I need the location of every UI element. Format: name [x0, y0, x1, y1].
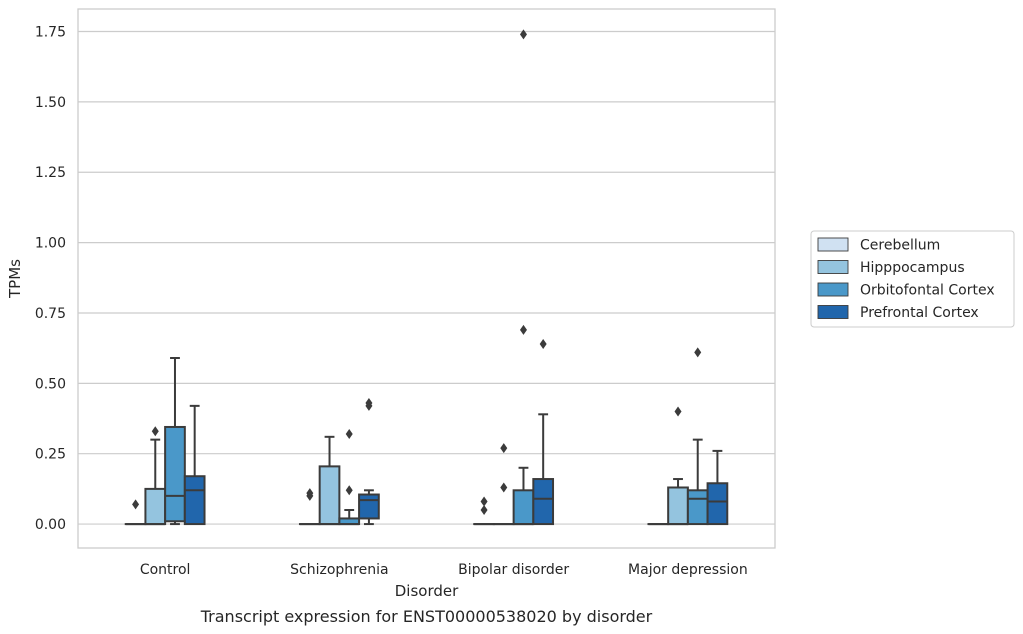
legend-swatch [817, 260, 849, 274]
outlier-point [151, 426, 159, 437]
plot-layer [124, 29, 729, 526]
outlier-point [539, 338, 547, 349]
y-tick-labels: 0.00 0.25 0.50 0.75 1.00 1.25 1.50 1.75 [35, 25, 66, 534]
outlier-point [500, 443, 508, 454]
box-group [686, 347, 709, 526]
outlier-point [480, 505, 488, 516]
box-group [124, 499, 147, 526]
box-group [492, 443, 515, 526]
box [667, 486, 689, 526]
outlier-point [345, 485, 353, 496]
x-tick-label: Major depression [628, 562, 748, 578]
x-axis-label: Disorder [395, 582, 459, 600]
box-group [512, 29, 535, 526]
y-tick-label: 0.00 [35, 517, 66, 533]
y-tick-label: 0.75 [35, 306, 66, 322]
outlier-point [500, 482, 508, 493]
y-tick-label: 1.25 [35, 165, 66, 181]
box-group [144, 426, 167, 526]
legend-label: Prefrontal Cortex [860, 305, 979, 321]
box [706, 482, 729, 526]
y-tick-label: 1.75 [35, 25, 66, 41]
legend-swatch [817, 282, 849, 297]
outlier-point [519, 324, 527, 335]
y-tick-label: 1.00 [35, 236, 66, 252]
y-tick-label: 0.50 [35, 376, 66, 392]
box-group [532, 338, 555, 526]
legend-label: Orbitofontal Cortex [860, 283, 995, 299]
legend: Cerebellum Hipppocampus Orbitofontal Corte… [810, 230, 1015, 328]
outlier-point [306, 488, 314, 499]
x-tick-label: Bipolar disorder [458, 562, 569, 578]
box [183, 475, 206, 526]
box-group [338, 429, 361, 526]
x-tick-labels: Control Schizophrenia Bipolar disorder Majo… [140, 562, 748, 578]
legend-label: Hipppocampus [860, 260, 965, 276]
box [318, 465, 341, 526]
legend-swatch [817, 237, 849, 252]
box-group [164, 357, 186, 526]
box [358, 493, 380, 520]
box [532, 478, 555, 526]
x-tick-label: Schizophrenia [290, 562, 388, 578]
box-group [318, 435, 341, 526]
outlier-point [365, 398, 373, 409]
box-group [183, 404, 206, 526]
box [512, 489, 535, 526]
box-group [358, 398, 380, 526]
legend-swatch [817, 305, 849, 319]
outlier-point [480, 496, 488, 507]
legend-frame [810, 230, 1015, 328]
outlier-point [132, 499, 140, 510]
box-group [706, 449, 729, 526]
outlier-point [519, 29, 527, 40]
outlier-point [345, 429, 353, 440]
y-tick-label: 1.50 [35, 95, 66, 111]
plot-frame [77, 8, 776, 549]
box-group [473, 496, 495, 526]
legend-label: Cerebellum [860, 238, 940, 254]
outlier-point [674, 406, 682, 417]
box [164, 425, 186, 523]
box [686, 489, 709, 526]
box-group [298, 488, 321, 526]
box-group [667, 406, 689, 526]
box [144, 487, 167, 526]
chart-caption: Transcript expression for ENST0000053802… [200, 607, 653, 626]
x-tick-label: Control [140, 562, 191, 578]
y-tick-label: 0.25 [35, 447, 66, 463]
outlier-point [694, 347, 702, 358]
y-axis-label: TPMs [6, 259, 24, 299]
